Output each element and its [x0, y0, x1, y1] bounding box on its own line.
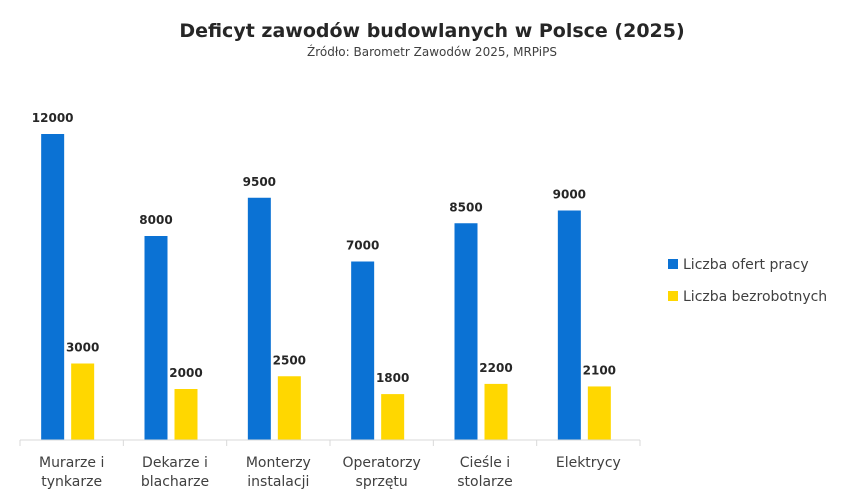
bar-job-offers-3 [351, 261, 375, 440]
data-label: 9000 [553, 188, 586, 202]
bar-unemployed-4 [484, 383, 508, 440]
legend: Liczba ofert pracy Liczba bezrobotnych [668, 257, 827, 305]
x-tick-label-line: Cieśle i [460, 455, 510, 471]
x-tick-label-line: Operatorzy [343, 455, 421, 471]
x-tick-label-line: Murarze i [39, 455, 104, 471]
x-tick-label: Monterzy instalacji [246, 455, 311, 490]
x-tick-label-line: instalacji [247, 474, 309, 490]
bar-job-offers-1 [144, 236, 168, 440]
data-label: 8500 [449, 200, 482, 214]
data-label: 8000 [139, 213, 172, 227]
data-label: 9500 [243, 175, 276, 189]
x-axis: Murarze i tynkarze Dekarze i blacharze Monte… [19, 439, 641, 490]
bar-job-offers-2 [247, 197, 271, 440]
x-tick-label-line: tynkarze [41, 474, 102, 490]
data-label: 12000 [32, 111, 74, 125]
x-tick-label: Operatorzy sprzętu [343, 455, 421, 490]
x-tick-label-line: Elektrycy [556, 455, 621, 471]
bar-job-offers-5 [557, 210, 581, 440]
data-label: 2000 [169, 366, 202, 380]
bar-unemployed-3 [381, 394, 405, 440]
legend-swatch [668, 291, 678, 301]
bar-unemployed-2 [277, 376, 301, 440]
bar-job-offers-4 [454, 223, 478, 440]
data-label: 1800 [376, 371, 409, 385]
data-label: 2100 [583, 363, 616, 377]
data-label: 2500 [273, 353, 306, 367]
bars-layer: 12000 3000 8000 2000 9500 2500 7000 1800 8500 220… [32, 111, 616, 440]
bar-job-offers-0 [41, 134, 65, 440]
bar-unemployed-1 [174, 389, 198, 440]
legend-swatch [668, 259, 678, 269]
x-tick-label: Cieśle i stolarze [457, 455, 513, 490]
chart-subtitle: Źródło: Barometr Zawodów 2025, MRPiPS [307, 44, 557, 59]
data-label: 3000 [66, 341, 99, 355]
x-tick-label: Elektrycy [556, 455, 621, 471]
legend-label: Liczba ofert pracy [683, 257, 809, 273]
data-label: 2200 [479, 361, 512, 375]
x-tick-label: Dekarze i blacharze [141, 455, 209, 490]
bar-unemployed-0 [71, 363, 95, 440]
x-tick-label-line: blacharze [141, 474, 209, 490]
bar-unemployed-5 [587, 386, 611, 440]
legend-label: Liczba bezrobotnych [683, 289, 827, 305]
chart-title: Deficyt zawodów budowlanych w Polsce (20… [179, 20, 684, 42]
x-tick-label-line: Dekarze i [142, 455, 208, 471]
x-tick-label-line: sprzętu [356, 474, 408, 490]
x-tick-label-line: Monterzy [246, 455, 311, 471]
data-label: 7000 [346, 239, 379, 253]
x-tick-label: Murarze i tynkarze [39, 455, 104, 490]
x-tick-label-line: stolarze [457, 474, 513, 490]
